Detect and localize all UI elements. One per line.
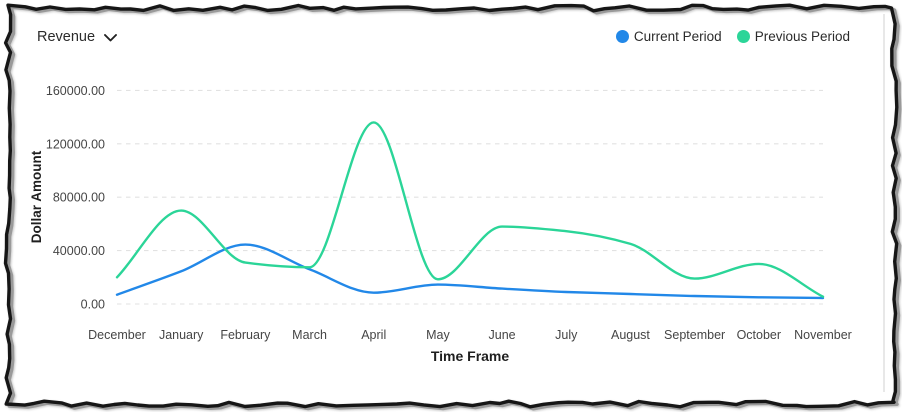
y-axis-title: Dollar Amount <box>29 150 44 243</box>
y-tick-label: 40000.00 <box>53 244 105 258</box>
x-tick-label: January <box>159 328 204 342</box>
y-tick-label: 0.00 <box>81 298 105 312</box>
x-axis-title: Time Frame <box>431 348 510 364</box>
legend-dot <box>615 30 629 43</box>
chevron-down-icon <box>104 34 117 42</box>
x-tick-label: June <box>489 328 516 342</box>
series-line-previous-period[interactable] <box>115 121 825 298</box>
x-tick-label: July <box>555 328 578 342</box>
x-tick-label: October <box>737 328 781 342</box>
legend-dot <box>736 30 750 43</box>
x-tick-label: May <box>426 328 450 342</box>
revenue-dropdown[interactable]: Revenue <box>37 29 117 45</box>
legend-item-previous-period[interactable]: Previous Period <box>736 29 850 44</box>
y-tick-label: 80000.00 <box>53 191 105 205</box>
x-tick-label: March <box>292 328 327 342</box>
x-tick-label: December <box>88 328 146 342</box>
legend-item-current-period[interactable]: Current Period <box>615 29 722 44</box>
legend-item-label: Previous Period <box>754 29 850 44</box>
legend-item-label: Current Period <box>633 29 722 44</box>
x-tick-label: September <box>664 328 725 342</box>
revenue-dropdown-label: Revenue <box>37 29 96 45</box>
x-tick-label: November <box>794 328 852 342</box>
y-tick-label: 120000.00 <box>46 137 105 151</box>
legend: Current Period Previous Period <box>615 29 850 44</box>
x-tick-label: April <box>361 328 386 342</box>
x-tick-label: August <box>611 328 650 342</box>
y-tick-label: 160000.00 <box>46 84 105 98</box>
chart-generated: 0.00 40000.00 80000.00 120000.00 160000.00 De… <box>46 84 852 342</box>
x-tick-label: February <box>220 328 271 342</box>
